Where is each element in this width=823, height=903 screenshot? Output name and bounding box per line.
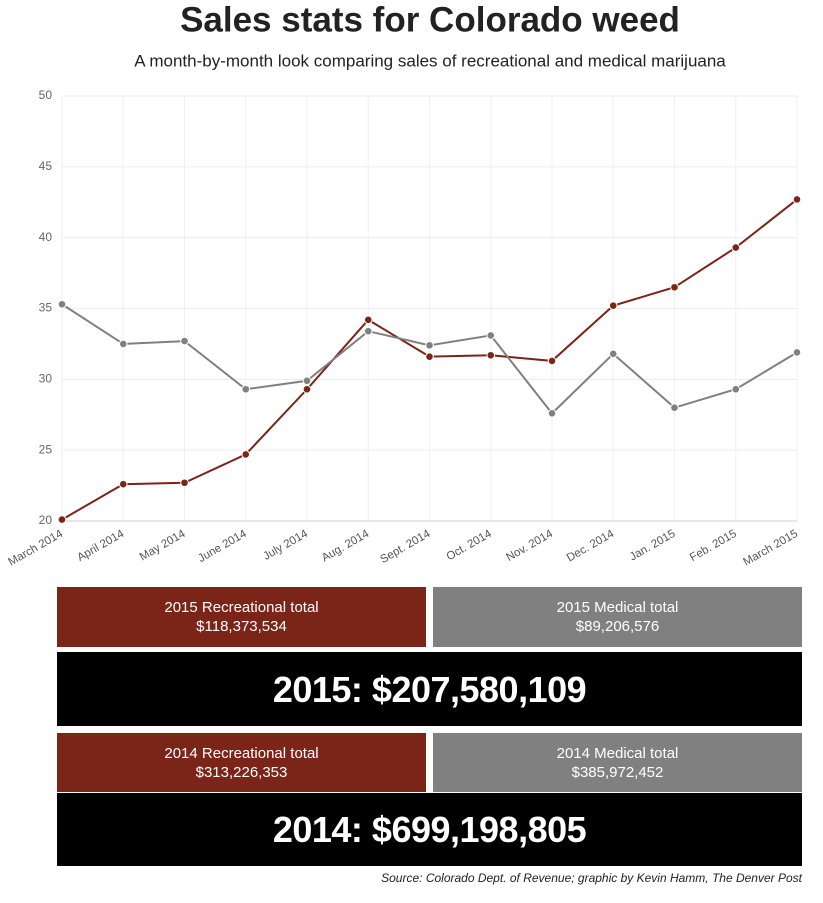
data-point (486, 350, 496, 360)
data-point (425, 341, 434, 350)
summary-label: 2015 Recreational total (164, 599, 319, 616)
y-tick-label: 30 (39, 372, 53, 386)
y-tick-label: 45 (39, 159, 53, 173)
x-tick-label: Nov. 2014 (504, 528, 555, 564)
data-point (302, 376, 312, 386)
x-tick-label: Oct. 2014 (445, 528, 495, 564)
data-point (363, 326, 373, 336)
y-tick-label: 35 (39, 301, 53, 315)
data-point (363, 315, 373, 325)
total-box: 2015: $207,580,109 (57, 652, 802, 726)
x-tick-label: July 2014 (261, 528, 310, 563)
data-point (670, 403, 679, 412)
x-tick-label: March 2015 (741, 528, 800, 569)
summary-label: 2015 Medical total (556, 599, 679, 616)
data-point (57, 515, 67, 524)
summary-box: 2015 Medical total $89,206,576 (433, 587, 802, 647)
y-tick-label: 50 (39, 88, 53, 102)
summary-amount: $118,373,534 (196, 618, 287, 635)
data-point (547, 409, 557, 418)
summary-label: 2014 Medical total (556, 744, 679, 762)
data-point (731, 243, 741, 252)
y-tick-label: 25 (39, 442, 53, 456)
data-point (547, 356, 557, 366)
x-tick-label: Aug. 2014 (320, 528, 372, 565)
data-point (180, 336, 189, 346)
summary-box: 2014 Recreational total $313,226,353 (57, 733, 426, 792)
total-amount: 2014: $699,198,805 (272, 809, 587, 850)
x-tick-label: Jan. 2015 (628, 528, 678, 564)
data-point (670, 282, 679, 292)
y-tick-label: 40 (39, 230, 53, 244)
x-tick-label: Sept. 2014 (378, 528, 433, 567)
data-point (180, 478, 189, 488)
summary-box: 2014 Medical total $385,972,452 (433, 733, 802, 792)
x-tick-label: June 2014 (196, 528, 249, 566)
data-point (118, 479, 128, 489)
summary-label: 2014 Recreational total (164, 744, 319, 762)
data-point (241, 450, 251, 459)
data-point (241, 384, 251, 394)
chart-title: Sales stats for Colorado weed (180, 0, 680, 39)
x-tick-label: May 2014 (138, 528, 188, 564)
chart: Sales stats for Colorado weed A month-by… (6, 0, 802, 569)
summary-amount: $385,972,452 (571, 763, 664, 781)
data-point (792, 195, 802, 204)
data-point (57, 299, 67, 309)
chart-subtitle: A month-by-month look comparing sales of… (134, 51, 726, 70)
total-amount: 2015: $207,580,109 (272, 668, 587, 710)
data-point (425, 352, 434, 361)
data-point (792, 348, 802, 357)
data-point (608, 349, 618, 359)
x-tick-label: March 2014 (6, 528, 65, 569)
data-point (486, 331, 496, 340)
y-tick-label: 20 (39, 513, 53, 527)
total-box: 2014: $699,198,805 (57, 793, 802, 866)
summary-box: 2015 Recreational total $118,373,534 (57, 587, 426, 647)
data-point (731, 384, 741, 394)
summary-amount: $89,206,576 (575, 618, 660, 635)
source-note: Source: Colorado Dept. of Revenue; graph… (381, 871, 802, 885)
data-point (118, 339, 128, 349)
summary-amount: $313,226,353 (195, 763, 288, 781)
data-point (608, 301, 618, 310)
x-tick-label: Dec. 2014 (565, 528, 617, 565)
data-point (302, 384, 312, 394)
x-tick-label: Feb. 2015 (688, 528, 739, 564)
x-tick-label: April 2014 (75, 528, 126, 565)
